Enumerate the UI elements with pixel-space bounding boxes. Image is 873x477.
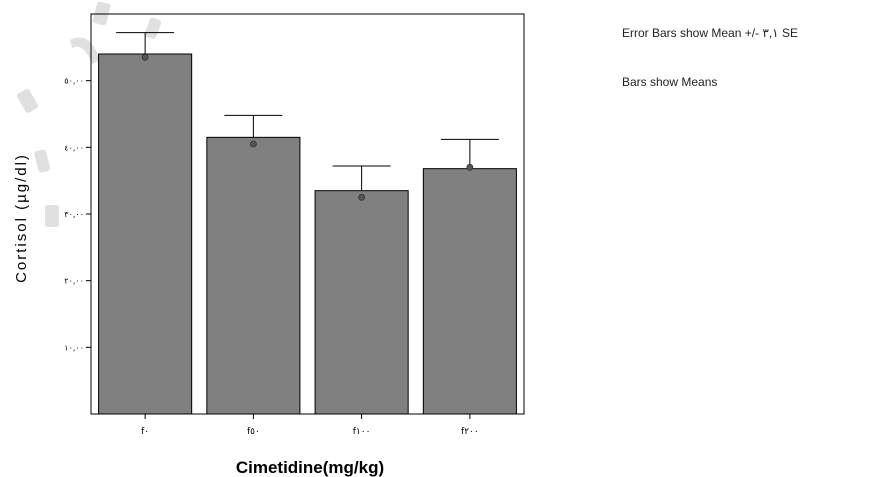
x-ticks-group: f٠ f٥٠ f١٠٠ f٢٠٠ [141, 414, 479, 437]
y-tick-label: ٢٠,٠٠ [64, 277, 84, 286]
x-axis-label: Cimetidine(mg/kg) [236, 458, 384, 477]
bar [98, 53, 193, 415]
bar [314, 190, 409, 415]
y-axis-label: Cortisol (µg/dl) [13, 153, 30, 283]
mean-marker [466, 163, 474, 171]
x-tick-label: f٥٠ [247, 427, 260, 437]
bar [422, 168, 517, 415]
y-tick-label: ٣٠,٠٠ [64, 210, 84, 219]
markers-group [141, 53, 474, 201]
x-tick-label: f٠ [141, 427, 149, 437]
y-tick-label: ٤٠,٠٠ [64, 143, 84, 152]
y-ticks-group: ١٠,٠٠ ٢٠,٠٠ ٣٠,٠٠ ٤٠,٠٠ ٥٠,٠٠ [64, 77, 91, 352]
error-bars-group [116, 32, 499, 191]
bar [206, 136, 301, 415]
mean-marker [249, 140, 257, 148]
x-tick-label: f٢٠٠ [461, 427, 479, 437]
bars-group [98, 53, 517, 415]
y-tick-label: ١٠,٠٠ [64, 343, 84, 352]
bars-note: Bars show Means [622, 75, 718, 89]
y-tick-label: ٥٠,٠٠ [64, 77, 84, 86]
mean-marker [358, 193, 366, 201]
x-tick-label: f١٠٠ [353, 427, 371, 437]
error-bars-note: Error Bars show Mean +/- ٣,١ SE [622, 26, 798, 40]
watermark-logo [17, 1, 162, 227]
mean-marker [141, 53, 149, 61]
